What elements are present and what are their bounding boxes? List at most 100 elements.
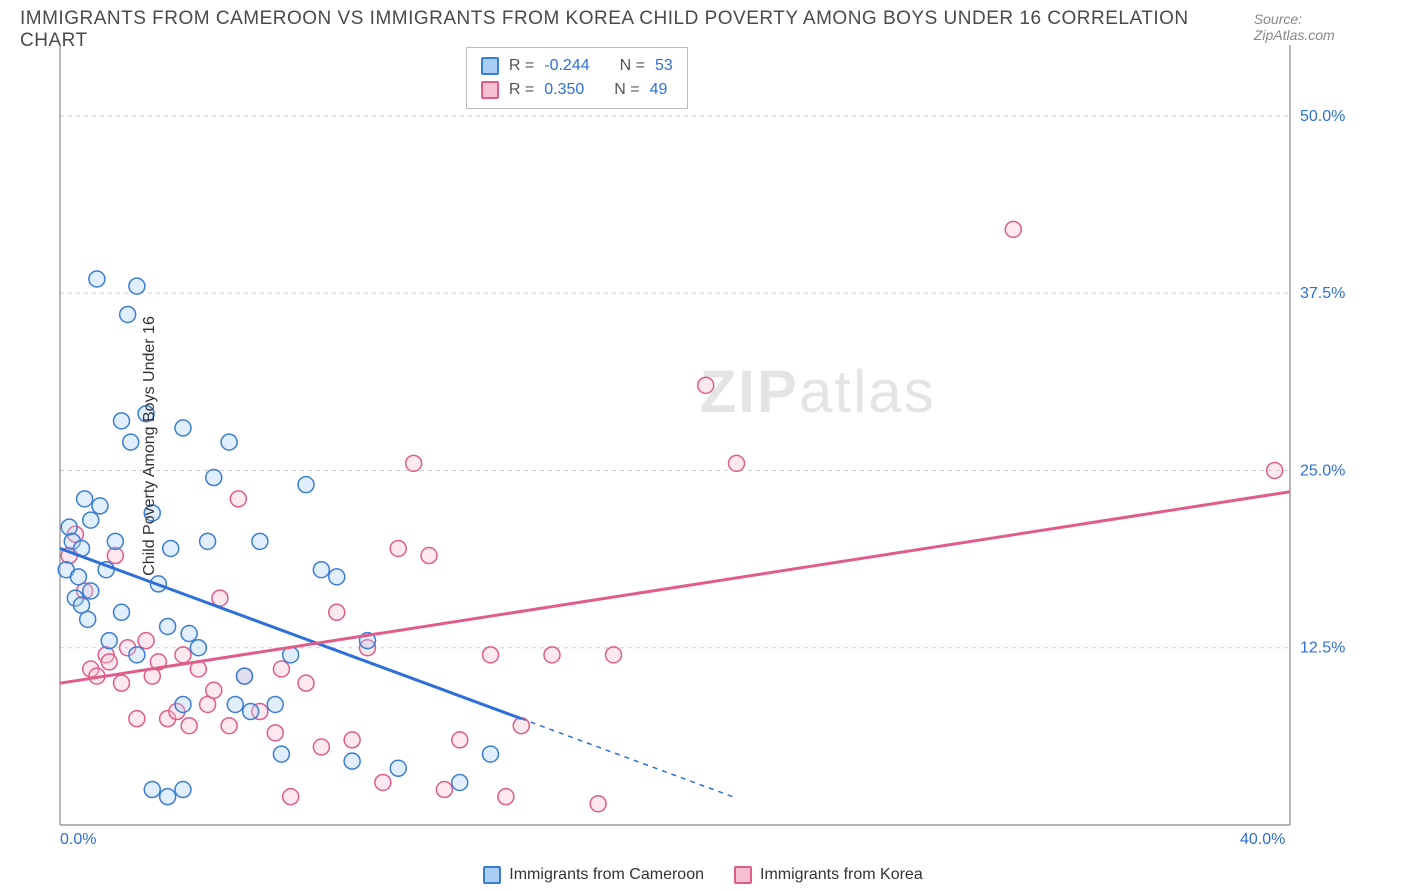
legend-n-label: N =: [620, 54, 645, 78]
data-point-cameroon: [160, 618, 176, 634]
data-point-cameroon: [61, 519, 77, 535]
legend-n-value-cameroon: 53: [655, 54, 673, 78]
legend-n-value-korea: 49: [650, 78, 668, 102]
data-point-korea: [181, 718, 197, 734]
data-point-cameroon: [390, 760, 406, 776]
data-point-korea: [498, 789, 514, 805]
data-point-cameroon: [273, 746, 289, 762]
data-point-korea: [406, 455, 422, 471]
data-point-korea: [698, 377, 714, 393]
data-point-cameroon: [344, 753, 360, 769]
data-point-cameroon: [206, 470, 222, 486]
y-tick-label: 50.0%: [1300, 108, 1345, 125]
legend-item-cameroon: Immigrants from Cameroon: [483, 866, 704, 884]
data-point-cameroon: [123, 434, 139, 450]
data-point-cameroon: [243, 704, 259, 720]
data-point-korea: [544, 647, 560, 663]
series-legend: Immigrants from Cameroon Immigrants from…: [0, 866, 1406, 884]
data-point-korea: [452, 732, 468, 748]
data-point-cameroon: [144, 782, 160, 798]
data-point-cameroon: [107, 533, 123, 549]
data-point-cameroon: [175, 420, 191, 436]
data-point-korea: [212, 590, 228, 606]
source-label: Source:: [1254, 11, 1302, 27]
data-point-korea: [436, 782, 452, 798]
data-point-cameroon: [129, 278, 145, 294]
correlation-legend: R = -0.244 N = 53 R = 0.350 N = 49: [466, 47, 688, 109]
legend-label-korea: Immigrants from Korea: [760, 866, 923, 884]
data-point-korea: [483, 647, 499, 663]
y-axis-label: Child Poverty Among Boys Under 16: [141, 316, 159, 576]
legend-r-value-korea: 0.350: [544, 78, 584, 102]
data-point-korea: [390, 540, 406, 556]
legend-swatch-korea: [734, 866, 752, 884]
data-point-korea: [421, 548, 437, 564]
data-point-cameroon: [120, 306, 136, 322]
x-tick-label: 40.0%: [1240, 831, 1285, 849]
x-tick-label: 0.0%: [60, 831, 96, 849]
data-point-cameroon: [452, 774, 468, 790]
data-point-cameroon: [83, 583, 99, 599]
chart-source: Source: ZipAtlas.com: [1254, 11, 1386, 43]
legend-item-korea: Immigrants from Korea: [734, 866, 923, 884]
trend-line-cameroon: [60, 548, 521, 718]
data-point-korea: [375, 774, 391, 790]
data-point-korea: [313, 739, 329, 755]
data-point-korea: [206, 682, 222, 698]
data-point-korea: [114, 675, 130, 691]
data-point-korea: [513, 718, 529, 734]
data-point-korea: [1005, 221, 1021, 237]
plot-area: Child Poverty Among Boys Under 16 12.5% 2…: [50, 40, 1386, 852]
legend-n-label: N =: [614, 78, 639, 102]
data-point-cameroon: [483, 746, 499, 762]
data-point-korea: [138, 633, 154, 649]
data-point-cameroon: [190, 640, 206, 656]
data-point-cameroon: [221, 434, 237, 450]
y-tick-label: 12.5%: [1300, 640, 1345, 657]
legend-swatch-cameroon: [483, 866, 501, 884]
trend-line-korea: [60, 492, 1290, 683]
data-point-cameroon: [70, 569, 86, 585]
data-point-korea: [175, 647, 191, 663]
legend-row-korea: R = 0.350 N = 49: [481, 78, 673, 102]
y-tick-label: 37.5%: [1300, 285, 1345, 302]
data-point-cameroon: [181, 626, 197, 642]
scatter-chart: 12.5% 25.0% 37.5% 50.0%: [50, 40, 1360, 835]
legend-label-cameroon: Immigrants from Cameroon: [509, 866, 704, 884]
data-point-cameroon: [92, 498, 108, 514]
legend-r-value-cameroon: -0.244: [544, 54, 589, 78]
data-point-korea: [590, 796, 606, 812]
data-point-korea: [101, 654, 117, 670]
data-point-cameroon: [237, 668, 253, 684]
data-point-cameroon: [114, 413, 130, 429]
data-point-cameroon: [80, 611, 96, 627]
data-point-korea: [729, 455, 745, 471]
data-point-korea: [267, 725, 283, 741]
data-point-cameroon: [227, 696, 243, 712]
data-point-korea: [283, 789, 299, 805]
data-point-cameroon: [267, 696, 283, 712]
data-point-cameroon: [77, 491, 93, 507]
data-point-korea: [1267, 462, 1283, 478]
data-point-korea: [329, 604, 345, 620]
data-point-cameroon: [89, 271, 105, 287]
data-point-cameroon: [252, 533, 268, 549]
data-point-cameroon: [329, 569, 345, 585]
data-point-korea: [606, 647, 622, 663]
data-point-cameroon: [114, 604, 130, 620]
data-point-cameroon: [313, 562, 329, 578]
data-point-korea: [129, 711, 145, 727]
data-point-cameroon: [163, 540, 179, 556]
data-point-cameroon: [83, 512, 99, 528]
legend-r-label: R =: [509, 78, 534, 102]
data-point-korea: [273, 661, 289, 677]
legend-row-cameroon: R = -0.244 N = 53: [481, 54, 673, 78]
legend-r-label: R =: [509, 54, 534, 78]
legend-swatch-korea: [481, 81, 499, 99]
data-point-cameroon: [298, 477, 314, 493]
legend-swatch-cameroon: [481, 57, 499, 75]
y-tick-label: 25.0%: [1300, 462, 1345, 479]
data-point-cameroon: [200, 533, 216, 549]
data-point-korea: [221, 718, 237, 734]
data-point-korea: [230, 491, 246, 507]
